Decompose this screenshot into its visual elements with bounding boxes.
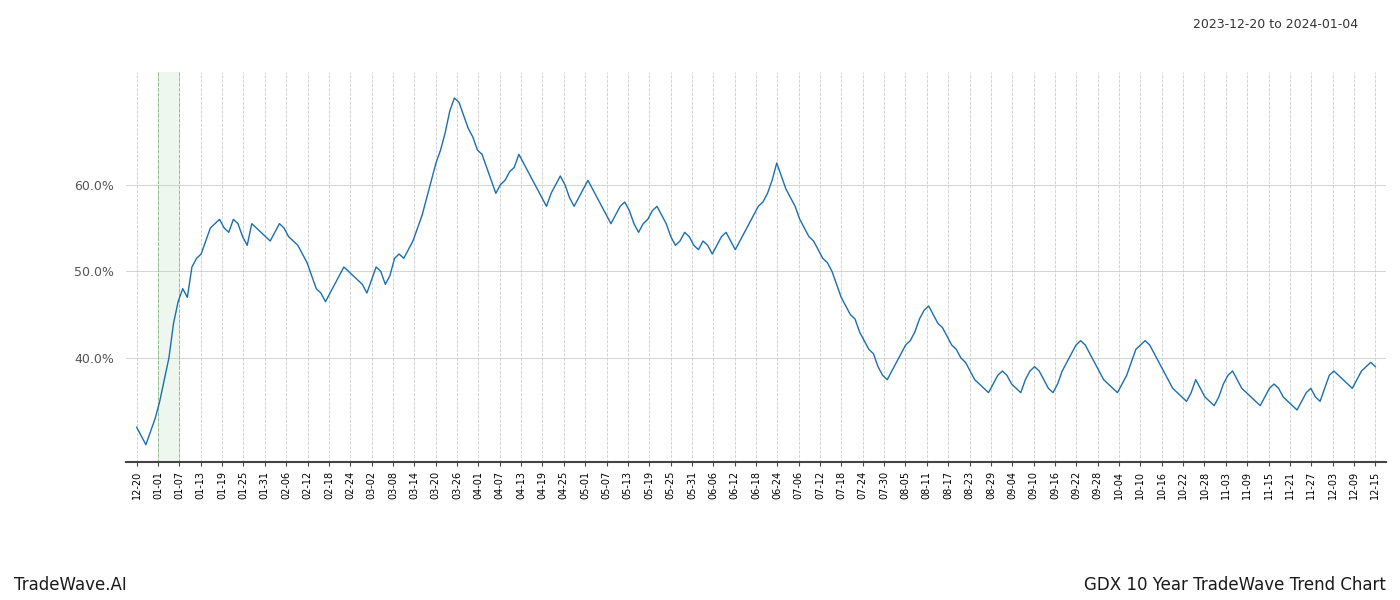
Bar (158, 72, 179, 462)
Text: GDX 10 Year TradeWave Trend Chart: GDX 10 Year TradeWave Trend Chart (1084, 576, 1386, 594)
Text: 2023-12-20 to 2024-01-04: 2023-12-20 to 2024-01-04 (1193, 18, 1358, 31)
Text: TradeWave.AI: TradeWave.AI (14, 576, 127, 594)
